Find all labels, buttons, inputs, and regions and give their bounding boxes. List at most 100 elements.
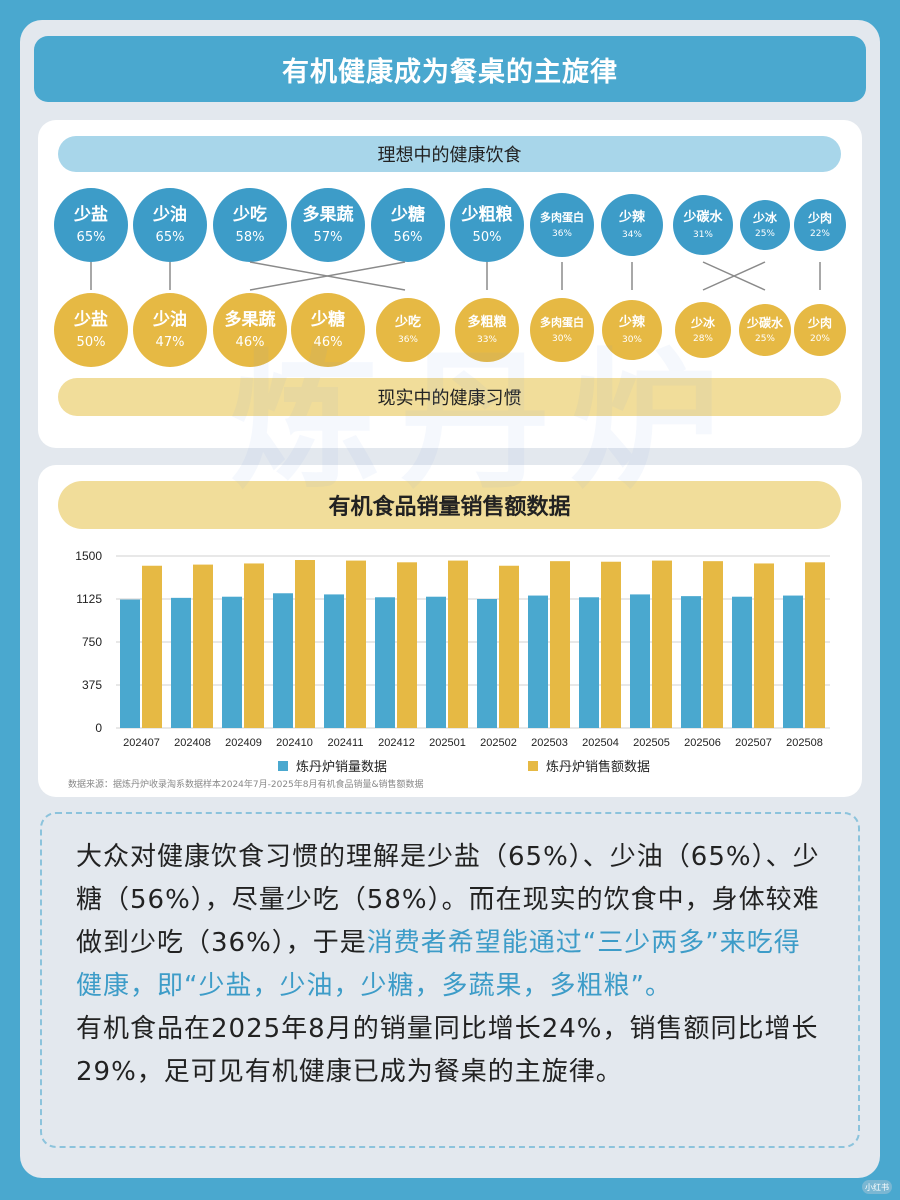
reality-circle: 少吃 36% bbox=[376, 298, 440, 362]
circle-label: 多肉蛋白 bbox=[540, 211, 584, 225]
circle-percent: 31% bbox=[692, 229, 713, 240]
x-tick-label: 202504 bbox=[582, 737, 619, 749]
ideal-circle: 少油 65% bbox=[133, 188, 207, 262]
circle-percent: 33% bbox=[476, 334, 497, 345]
circle-percent: 57% bbox=[313, 229, 343, 245]
circle-percent: 28% bbox=[692, 334, 713, 345]
circle-label: 少盐 bbox=[74, 310, 108, 331]
summary-text: 大众对健康饮食习惯的理解是少盐（65%）、少油（65%）、少糖（56%），尽量少… bbox=[76, 842, 820, 958]
circle-label: 少肉 bbox=[807, 315, 832, 330]
x-tick-label: 202508 bbox=[786, 737, 823, 749]
circle-percent: 34% bbox=[621, 229, 642, 240]
bar-sales-amount bbox=[601, 561, 621, 728]
circle-percent: 36% bbox=[551, 228, 572, 239]
circle-label: 少油 bbox=[153, 310, 187, 331]
circle-percent: 65% bbox=[155, 229, 185, 245]
circle-percent: 22% bbox=[809, 229, 830, 240]
circle-label: 少碳水 bbox=[683, 210, 723, 226]
circle-percent: 20% bbox=[809, 334, 830, 345]
circle-label: 多肉蛋白 bbox=[540, 316, 584, 330]
ideal-circle: 少吃 58% bbox=[213, 188, 287, 262]
x-tick-label: 202501 bbox=[429, 737, 466, 749]
circle-label: 少碳水 bbox=[746, 315, 783, 330]
summary-box: 大众对健康饮食习惯的理解是少盐（65%）、少油（65%）、少糖（56%），尽量少… bbox=[40, 812, 860, 1148]
reality-circle: 少肉 20% bbox=[794, 304, 846, 356]
circle-label: 少辣 bbox=[618, 315, 645, 331]
ideal-circle: 少粗粮 50% bbox=[450, 188, 524, 262]
reality-circle: 少盐 50% bbox=[54, 293, 128, 367]
legend-swatch bbox=[528, 761, 538, 771]
y-tick-label: 1500 bbox=[75, 549, 102, 563]
x-tick-label: 202507 bbox=[735, 737, 772, 749]
bar-sales-volume bbox=[222, 596, 242, 728]
bar-sales-amount bbox=[754, 563, 774, 728]
circle-percent: 50% bbox=[472, 229, 502, 245]
circle-label: 多果蔬 bbox=[302, 205, 354, 226]
circle-percent: 46% bbox=[313, 334, 343, 350]
bar-sales-amount bbox=[805, 562, 825, 728]
circle-label: 少盐 bbox=[74, 205, 108, 226]
circle-label: 少糖 bbox=[391, 205, 425, 226]
bar-sales-volume bbox=[681, 596, 701, 728]
circle-percent: 25% bbox=[754, 334, 775, 345]
ideal-circle: 多肉蛋白 36% bbox=[530, 193, 594, 257]
x-tick-label: 202411 bbox=[328, 737, 364, 749]
bar-sales-amount bbox=[193, 564, 213, 728]
source-note: 数据来源：据炼丹炉收录淘系数据样本2024年7月-2025年8月有机食品销量&销… bbox=[68, 780, 424, 790]
legend-label: 炼丹炉销售额数据 bbox=[546, 759, 650, 775]
ideal-circle: 少糖 56% bbox=[371, 188, 445, 262]
bar-sales-amount bbox=[550, 561, 570, 728]
y-tick-label: 1125 bbox=[76, 592, 102, 606]
circle-percent: 30% bbox=[621, 334, 642, 345]
circle-label: 少吃 bbox=[233, 205, 267, 226]
bar-sales-volume bbox=[477, 599, 497, 728]
ideal-diet-label: 理想中的健康饮食 bbox=[58, 136, 841, 172]
page-title: 有机健康成为餐桌的主旋律 bbox=[34, 36, 866, 102]
circle-percent: 47% bbox=[155, 334, 185, 350]
circle-percent: 30% bbox=[551, 333, 572, 344]
bar-sales-volume bbox=[324, 594, 344, 728]
circle-label: 少吃 bbox=[394, 315, 421, 331]
x-tick-label: 202505 bbox=[633, 737, 670, 749]
circle-label: 少糖 bbox=[311, 310, 345, 331]
ideal-circle: 少碳水 31% bbox=[673, 195, 733, 255]
legend-label: 炼丹炉销量数据 bbox=[296, 760, 387, 775]
summary-highlight: 消费者希望能通过“三少两多”来吃得健康，即“少盐，少油，少糖，多蔬果，多粗粮”。 bbox=[76, 928, 801, 1001]
circle-label: 少辣 bbox=[618, 210, 645, 226]
circle-label: 多果蔬 bbox=[224, 310, 276, 331]
connector-line bbox=[249, 261, 406, 291]
bar-sales-volume bbox=[375, 597, 395, 728]
reality-circle: 少碳水 25% bbox=[739, 304, 791, 356]
chart-title: 有机食品销量销售额数据 bbox=[58, 481, 841, 529]
ideal-circle: 少肉 22% bbox=[794, 199, 846, 251]
bar-sales-volume bbox=[579, 597, 599, 728]
circle-percent: 56% bbox=[393, 229, 423, 245]
bar-chart: 0 375 750 1125 1500 202407 202408 202409 202410 2… bbox=[75, 549, 830, 775]
legend-swatch bbox=[278, 761, 288, 771]
y-tick-label: 375 bbox=[82, 678, 102, 692]
circle-percent: 65% bbox=[76, 229, 106, 245]
reality-habits-label: 现实中的健康习惯 bbox=[58, 378, 841, 416]
circle-percent: 46% bbox=[235, 334, 265, 350]
x-tick-label: 202506 bbox=[684, 737, 721, 749]
circle-percent: 50% bbox=[76, 334, 106, 350]
circle-label: 多粗粮 bbox=[467, 315, 507, 331]
bar-sales-amount bbox=[448, 560, 468, 728]
bar-sales-volume bbox=[426, 596, 446, 728]
x-tick-label: 202408 bbox=[174, 737, 211, 749]
circle-label: 少油 bbox=[153, 205, 187, 226]
ideal-circle: 少盐 65% bbox=[54, 188, 128, 262]
bar-sales-amount bbox=[244, 563, 264, 728]
circle-label: 少冰 bbox=[690, 315, 715, 330]
ideal-circle: 多果蔬 57% bbox=[291, 188, 365, 262]
reality-circle: 少糖 46% bbox=[291, 293, 365, 367]
reality-circle: 多果蔬 46% bbox=[213, 293, 287, 367]
x-tick-label: 202502 bbox=[480, 737, 517, 749]
bar-sales-amount bbox=[652, 560, 672, 728]
connector-line bbox=[702, 261, 766, 291]
bar-sales-volume bbox=[120, 599, 140, 728]
circle-label: 少冰 bbox=[752, 210, 777, 225]
x-tick-label: 202412 bbox=[378, 737, 415, 749]
bar-sales-volume bbox=[273, 593, 293, 728]
